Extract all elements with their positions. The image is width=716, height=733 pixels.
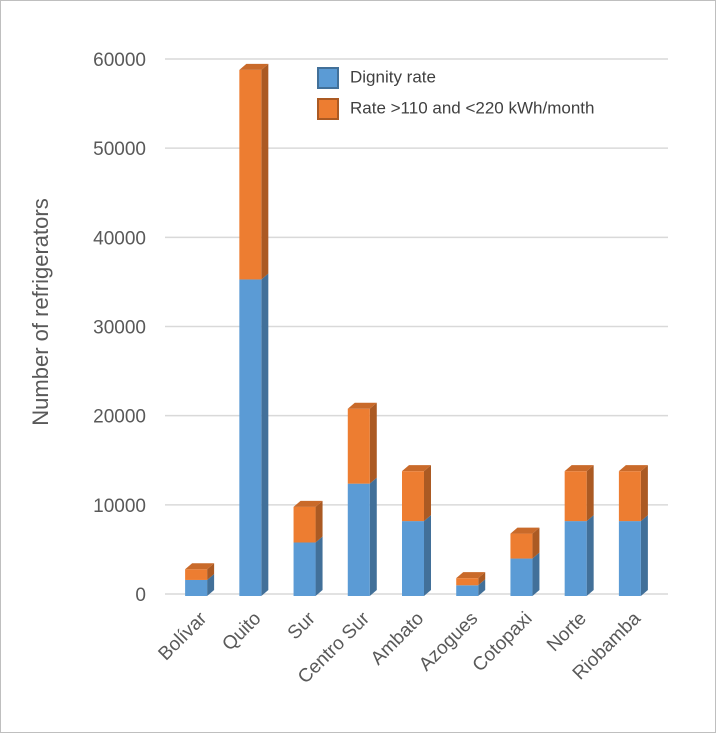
bar-front [293, 542, 316, 596]
bar-segment [564, 515, 594, 596]
bar-front [510, 533, 533, 559]
bar-segment [510, 527, 540, 559]
bar-top [564, 465, 594, 472]
bar-side [478, 579, 486, 596]
bar-side [640, 515, 648, 596]
bar-side [640, 465, 648, 522]
bar-segment [402, 515, 431, 596]
bar-front [347, 408, 370, 484]
bar-front [618, 471, 641, 522]
bar-top [456, 572, 486, 579]
y-tick-label: 50000 [93, 139, 146, 160]
bar-top [185, 563, 215, 570]
bar-front [293, 506, 316, 543]
bar-segment [293, 500, 323, 543]
y-tick-label: 10000 [93, 496, 146, 517]
y-tick-label: 40000 [93, 228, 146, 249]
bar-top [618, 465, 648, 472]
bar-front [564, 471, 587, 522]
bar-side [315, 500, 323, 543]
bar-side [207, 573, 215, 596]
bar-segment [293, 536, 323, 596]
legend-swatch [317, 67, 339, 89]
legend-label: Dignity rate [350, 67, 436, 86]
legend-label: Rate >110 and <220 kWh/month [350, 98, 594, 117]
bar-segment [456, 579, 486, 596]
bar-front [402, 521, 424, 596]
bar-segment [402, 465, 431, 522]
bar-front [510, 558, 533, 596]
bar-side [369, 402, 377, 484]
bar-top [239, 63, 269, 70]
bar-segment [239, 273, 269, 596]
bar-top [510, 527, 540, 534]
y-tick-label: 60000 [93, 50, 146, 71]
bar-segment [185, 563, 215, 580]
bar-front [618, 521, 641, 596]
bar-side [478, 572, 486, 586]
bar-front [239, 69, 262, 280]
bar-side [586, 515, 594, 596]
bar-side [532, 527, 540, 559]
bar-segment [185, 573, 215, 596]
bar-segment [564, 465, 594, 522]
legend-swatch [317, 98, 339, 120]
bar-segment [618, 515, 648, 596]
bar-top [402, 465, 431, 472]
y-axis-title: Number of refrigerators [28, 198, 53, 425]
bar-side [315, 536, 323, 596]
bar-segment [347, 402, 377, 484]
bar-front [402, 471, 424, 522]
bar-top [293, 500, 323, 507]
bar-front [185, 579, 208, 596]
bar-top [347, 402, 377, 409]
bar-side [207, 563, 215, 580]
bar-front [456, 585, 479, 596]
bar-segment [347, 477, 377, 596]
y-tick-label: 20000 [93, 407, 146, 428]
bar-front [185, 569, 208, 580]
bar-front [347, 483, 370, 596]
bar-side [261, 273, 269, 596]
bar-segment [618, 465, 648, 522]
bar-segment [510, 552, 540, 596]
bar-front [239, 279, 262, 596]
bar-front [456, 578, 479, 586]
bar-side [369, 477, 377, 596]
bar-side [532, 552, 540, 596]
bar-segment [456, 572, 486, 586]
y-tick-label: 30000 [93, 318, 146, 339]
bar-front [564, 521, 587, 596]
bar-side [424, 515, 431, 596]
bar-side [261, 63, 269, 280]
bar-side [424, 465, 431, 522]
bar-side [586, 465, 594, 522]
bar-segment [239, 63, 269, 280]
y-tick-label: 0 [135, 585, 146, 606]
